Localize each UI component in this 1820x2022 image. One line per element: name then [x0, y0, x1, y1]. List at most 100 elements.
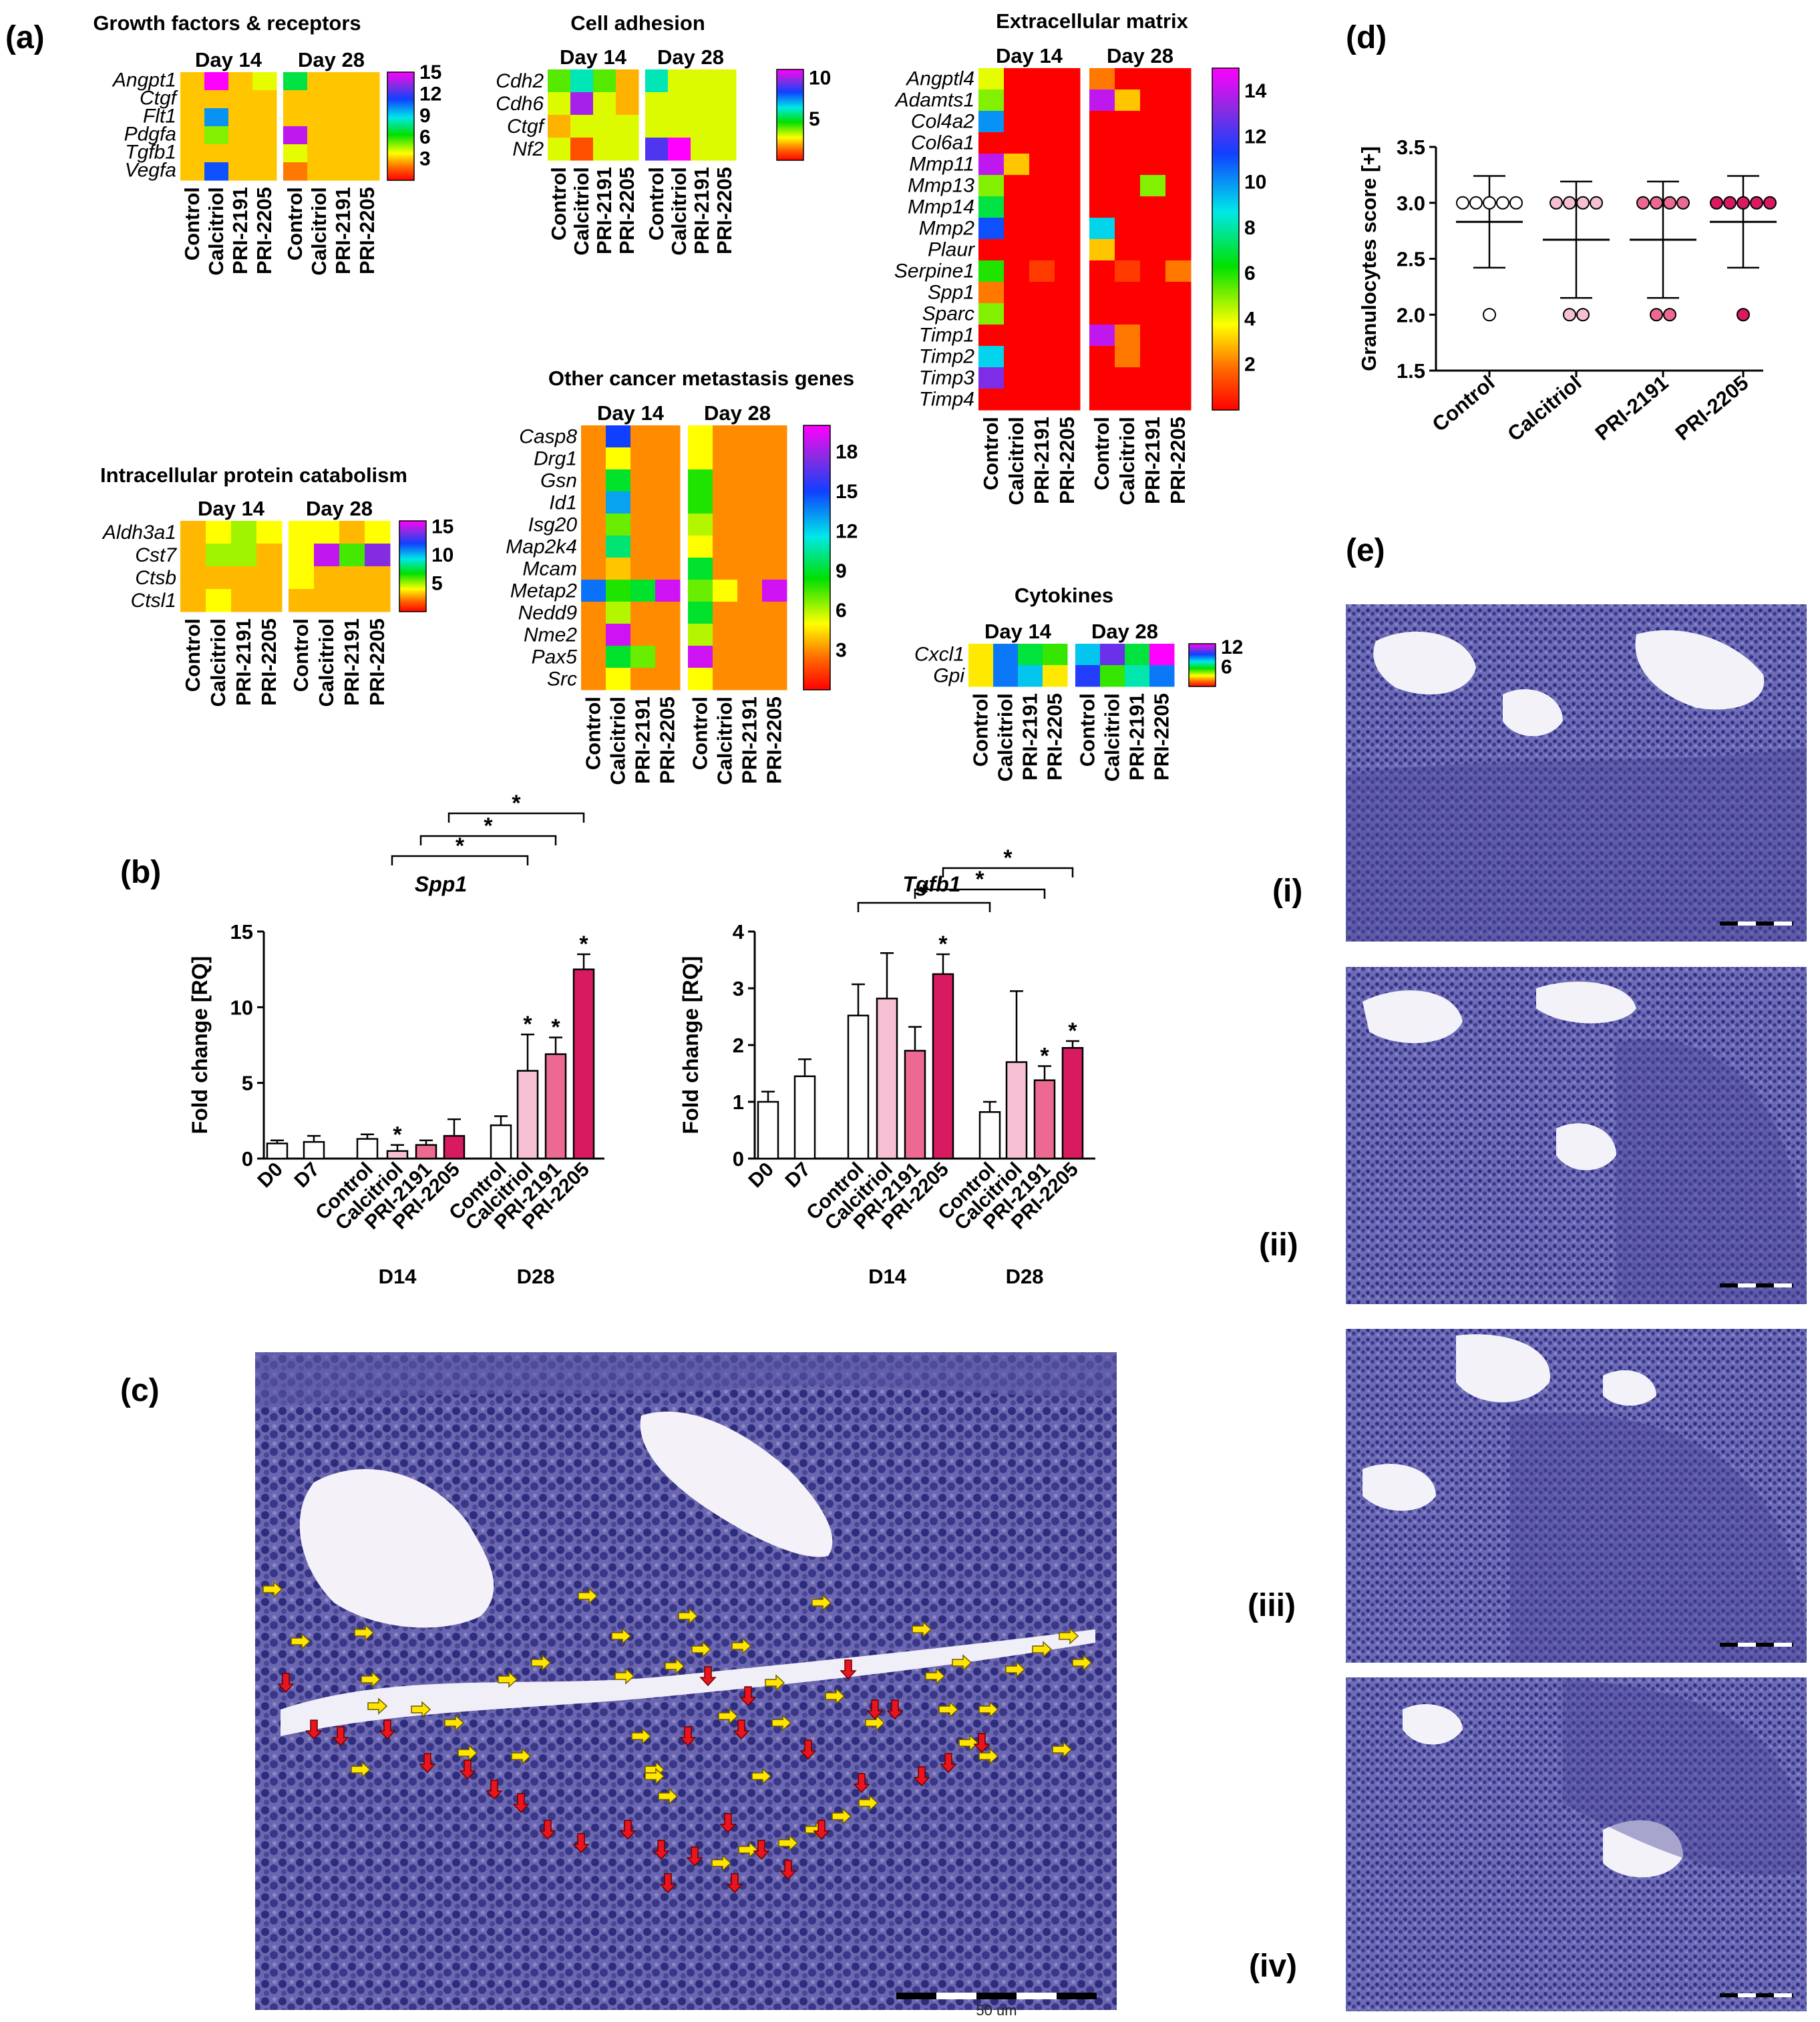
- color-scale-tick: 6: [1221, 656, 1232, 678]
- heatmap-cell: [339, 589, 365, 612]
- heatmap-cell: [283, 72, 308, 91]
- heatmap-cell: [616, 92, 639, 116]
- heatmap-cell: [365, 521, 391, 544]
- data-point: [1456, 196, 1469, 210]
- heatmap-treatment-label: PRI-2191: [228, 187, 252, 274]
- x-tick-label: PRI-2205: [1671, 371, 1753, 445]
- heatmap-cell: [593, 69, 616, 93]
- color-scale-bar: [399, 520, 427, 612]
- heatmap-day-label: Day 14: [996, 44, 1063, 67]
- bar: [415, 1144, 437, 1160]
- red-arrow: [539, 1820, 556, 1840]
- heatmap-treatment-label: PRI-2191: [1019, 693, 1042, 781]
- heatmap-cell: [283, 108, 308, 127]
- heatmap-cell: [1029, 303, 1055, 325]
- heatmap-cell: [307, 126, 332, 145]
- gene-label: Cst7: [135, 544, 177, 566]
- red-arrow: [512, 1793, 530, 1814]
- heatmap-cell: [713, 536, 738, 558]
- heatmap-cell: [713, 514, 738, 536]
- heatmap-treatment-label: PRI-2191: [1141, 417, 1164, 504]
- y-tick-label: 10: [230, 996, 253, 1019]
- gene-label: Ctsl1: [131, 590, 176, 612]
- red-arrow: [739, 1686, 757, 1707]
- heatmap-cell: [1089, 389, 1115, 411]
- red-arrow: [379, 1720, 396, 1740]
- heatmap-cell: [1115, 367, 1141, 389]
- heatmap-cell: [713, 69, 737, 93]
- bracket-star: *: [512, 791, 521, 816]
- heatmap-cell: [1089, 175, 1115, 197]
- heatmap-cell: [1055, 111, 1081, 133]
- heatmap-treatment-label: PRI-2205: [1166, 417, 1190, 504]
- yellow-arrow: [511, 1748, 532, 1765]
- heatmap-cell: [688, 668, 713, 690]
- heatmap-cell: [1089, 132, 1115, 154]
- yellow-arrow: [631, 1728, 652, 1745]
- heatmap-cell: [688, 558, 713, 580]
- heatmap-cell: [1165, 389, 1192, 411]
- data-point: [1590, 196, 1603, 210]
- heatmap-cell: [1165, 325, 1192, 347]
- yellow-arrow: [978, 1701, 999, 1718]
- heatmap-cell: [713, 92, 737, 116]
- heatmap-cell: [283, 126, 308, 145]
- heatmap-cell: [737, 602, 763, 624]
- heatmap-cell: [655, 536, 681, 558]
- heatmap-cell: [713, 115, 737, 138]
- heatmap-cell: [713, 646, 738, 668]
- red-arrow: [419, 1753, 436, 1774]
- heatmap-cell: [1004, 389, 1030, 411]
- heatmap-cell: [691, 138, 714, 161]
- heatmap-cell: [762, 447, 787, 470]
- x-tick-label: D0: [744, 1159, 777, 1192]
- yellow-arrow: [678, 1607, 699, 1625]
- heatmap-cell: [581, 425, 606, 448]
- data-point: [1483, 308, 1496, 322]
- heatmap-cell: [688, 469, 713, 492]
- heatmap-cell: [762, 602, 787, 624]
- heatmap-cell: [688, 646, 713, 668]
- yellow-arrow: [771, 1714, 792, 1732]
- heatmap-cell: [606, 668, 631, 690]
- heatmap-cell: [231, 566, 257, 590]
- yellow-arrow: [367, 1697, 388, 1715]
- heatmap-day-label: Day 14: [984, 620, 1052, 643]
- yellow-arrow: [1052, 1741, 1073, 1758]
- color-scale-tick: 10: [1244, 172, 1266, 194]
- heatmap-cell: [978, 367, 1005, 389]
- heatmap-cell: [1140, 389, 1166, 411]
- gene-label: Timp3: [919, 367, 974, 389]
- heatmap-treatment-label: PRI-2205: [763, 696, 786, 784]
- heatmap-cell: [180, 566, 206, 590]
- heatmap-title: Cytokines: [1015, 584, 1113, 607]
- heatmap-cell: [978, 196, 1005, 218]
- gene-label: Ctsb: [135, 567, 176, 589]
- heatmap-cell: [252, 108, 277, 127]
- color-scale-tick: 6: [1244, 262, 1256, 284]
- heatmap-day-label: Day 28: [1107, 44, 1173, 67]
- micrograph-e-i: [1346, 604, 1807, 942]
- yellow-arrow: [778, 1834, 799, 1852]
- heatmap-cell: [630, 580, 656, 602]
- heatmap-cell: [1089, 303, 1115, 325]
- heatmap-cell: [688, 514, 713, 536]
- heatmap-cell: [1115, 196, 1141, 218]
- heatmap-cell: [1029, 218, 1055, 240]
- heatmap-cell: [1115, 389, 1141, 411]
- x-tick-label: PRI-2191: [1591, 371, 1673, 445]
- data-point: [1737, 308, 1750, 322]
- gene-label: Timp4: [919, 389, 974, 411]
- heatmap-cell: [228, 90, 253, 109]
- heatmap-cell: [1055, 68, 1081, 90]
- heatmap-cell: [762, 469, 787, 492]
- heatmap-cell: [283, 144, 308, 163]
- heatmap-cell: [331, 162, 356, 181]
- heatmap-cell: [1140, 260, 1166, 282]
- heatmap-treatment-label: Control: [969, 693, 992, 767]
- heatmap-cell: [713, 138, 737, 161]
- heatmap-treatment-label: Control: [181, 618, 204, 692]
- heatmap-cell: [1004, 89, 1030, 112]
- micrograph-e-iv: [1346, 1677, 1807, 2011]
- heatmap-cell: [593, 138, 616, 161]
